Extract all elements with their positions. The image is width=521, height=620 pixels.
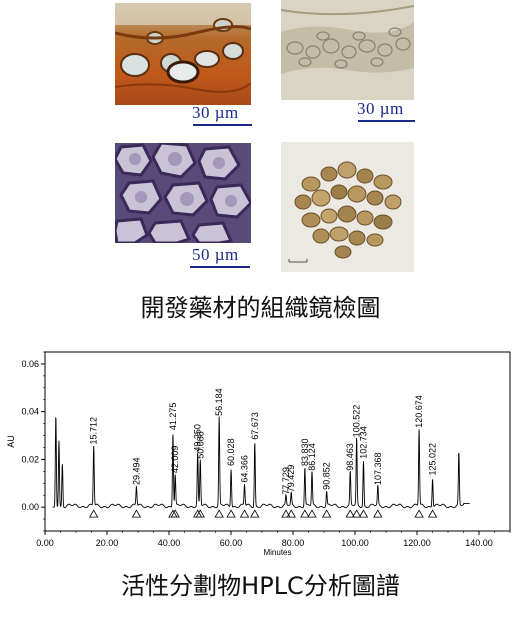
hplc-chromatogram: 0.00 0.02 0.04 0.06 0.00 20.00 40.00 60.00 80.00… [6,351,511,557]
peak-marker [89,509,99,518]
peak-marker [250,509,260,518]
peak-label: 90.852 [322,462,332,490]
x-tick-label: 120.00 [403,538,431,548]
micrograph-cortex-1 [115,3,251,105]
x-tick-label: 40.00 [158,538,181,548]
peak-marker [300,509,310,518]
peak-label: 120.674 [414,395,424,428]
peak-label: 56.184 [214,388,224,416]
scale-bar-1 [193,124,252,126]
peak-label: 107.368 [373,452,383,485]
y-tick-label: 0.04 [21,407,39,417]
peak-marker [226,509,236,518]
peak-marker [131,509,142,518]
peak-label: 67.673 [250,412,260,440]
scale-label-3: 50 µm [192,245,239,264]
peak-marker [286,509,296,518]
peak-marker [427,509,438,518]
peak-label: 100.522 [352,405,362,438]
peak-label: 15.712 [89,417,99,445]
photo-seeds [281,142,414,272]
peak-label: 98.463 [345,443,355,471]
peak-label: 102.734 [358,426,368,459]
y-tick-label: 0.06 [21,359,39,369]
peak-marker [351,509,362,518]
peak-marker [239,509,250,518]
x-tick-label: 100.00 [341,538,369,548]
peak-marker [195,509,205,518]
peak-label: 86.124 [307,443,317,471]
y-tick-label: 0.02 [21,454,39,464]
x-tick-label: 0.00 [36,538,54,548]
peak-marker [345,509,355,518]
peak-marker [214,509,224,518]
caption-top: 開發藥材的組織鏡檢圖 [140,294,381,322]
x-axis-label: Minutes [263,548,291,557]
peak-label: 79.429 [286,465,296,493]
peak-marker [373,509,383,518]
peak-marker [307,509,317,518]
series-line [52,416,470,509]
peak-marker [281,509,291,518]
x-tick-label: 60.00 [220,538,243,548]
scale-label-1: 30 µm [192,103,239,122]
peak-label: 77.729 [281,467,291,495]
caption-bottom: 活性分劃物HPLC分析圖譜 [121,572,400,600]
peak-label: 29.494 [131,458,141,486]
x-tick-label: 140.00 [465,538,493,548]
x-tick-label: 20.00 [96,538,119,548]
peak-label: 125.022 [428,443,438,476]
micrograph-cells [115,143,251,243]
x-tick-label: 80.00 [282,538,305,548]
scale-bar-2 [358,120,415,122]
micrograph-cortex-2 [281,0,414,100]
peak-label: 41.275 [168,403,178,431]
peak-label: 50.088 [195,431,205,459]
plot-frame [44,351,511,532]
peak-marker [170,509,180,518]
y-axis-label: AU [6,435,16,448]
y-tick-label: 0.00 [21,502,39,512]
peak-label: 83.830 [300,438,310,466]
scale-bar-3 [190,266,250,268]
peak-label: 64.366 [240,455,250,483]
peak-label: 42.009 [170,446,180,474]
peak-label: 49.250 [193,424,203,452]
peak-marker [358,509,369,518]
peak-label: 60.028 [226,438,236,466]
scale-label-2: 30 µm [357,99,404,118]
peak-marker [414,509,424,518]
peak-marker [321,509,332,518]
